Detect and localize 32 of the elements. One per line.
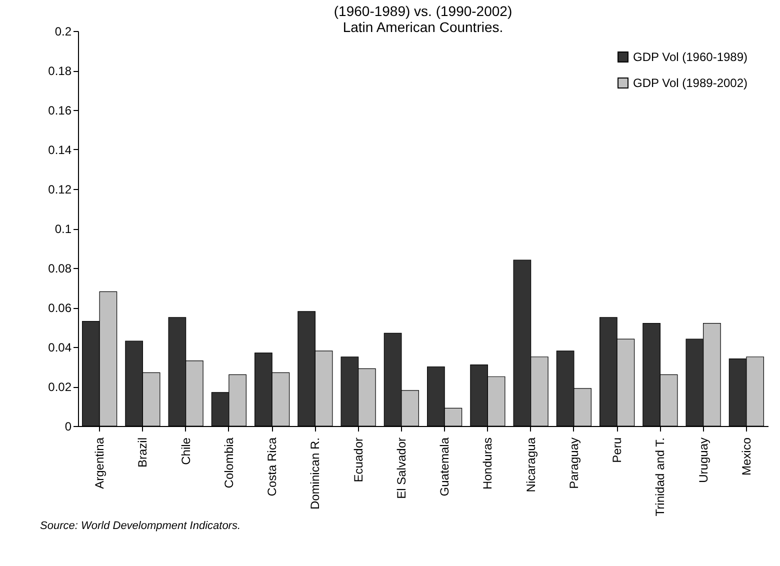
legend-label: GDP Vol (1989-2002)	[633, 76, 748, 90]
y-tick-label: 0.08	[48, 262, 72, 276]
x-tick-label: El Salvador	[394, 438, 408, 499]
x-tick-label: Paraguay	[566, 438, 581, 489]
y-tick-label: 0.02	[48, 380, 72, 394]
source-note: Source: World Develompment Indicators.	[40, 520, 241, 532]
x-tick-label: Argentina	[92, 437, 107, 489]
y-tick-label: 0.04	[48, 340, 72, 354]
y-tick-label: 0.16	[48, 104, 72, 118]
text: (1960-1989) vs. (1990-2002)	[334, 3, 512, 19]
x-tick-label: Ecuador	[351, 438, 366, 482]
y-tick-label: 0.1	[54, 222, 72, 236]
y-tick-label: 0	[64, 420, 72, 434]
x-tick-label: Colombia	[222, 437, 236, 488]
legend-label: GDP Vol (1960-1989)	[633, 50, 748, 64]
x-tick-label: Chile	[178, 437, 193, 465]
text: Latin American Countries.	[342, 19, 504, 35]
x-tick-label: Trinidad and T.	[653, 438, 668, 516]
x-tick-label: Guatemala	[438, 437, 452, 496]
x-tick-label: Brazil	[136, 438, 150, 468]
x-tick-label: Mexico	[739, 437, 754, 476]
x-tick-label: Nicaragua	[524, 437, 538, 492]
y-tick-label: 0.18	[48, 64, 72, 78]
x-tick-label: Honduras	[480, 438, 495, 490]
y-tick-label: 0.12	[48, 182, 72, 196]
x-tick-label: Uruguay	[696, 438, 710, 483]
x-tick-label: Peru	[610, 438, 624, 463]
y-tick-label: 0.14	[48, 143, 72, 157]
x-tick-label: Dominican R.	[308, 438, 322, 510]
y-tick-label: 0.06	[48, 301, 72, 315]
x-tick-label: Costa Rica	[265, 437, 280, 496]
y-tick-label: 0.2	[54, 24, 72, 38]
